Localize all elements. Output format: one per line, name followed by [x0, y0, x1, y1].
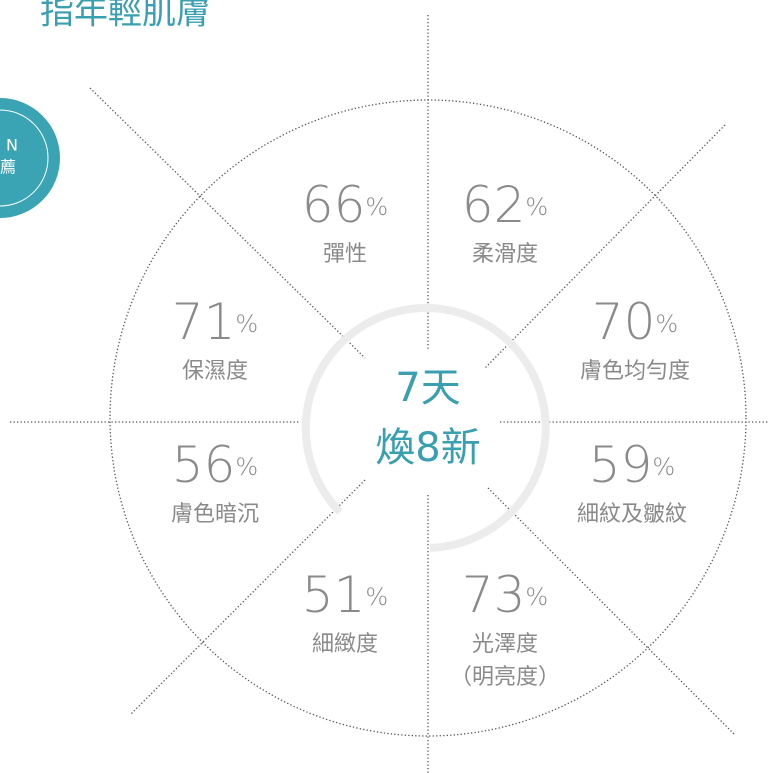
segment-label: 細緻度 [312, 632, 378, 657]
segment-label: 柔滑度 [472, 242, 538, 267]
segment-value: 70% [592, 293, 678, 351]
unit: % [525, 193, 548, 221]
segment-label: 細紋及皺紋 [577, 502, 687, 527]
divider [129, 479, 366, 716]
value: 73 [462, 566, 526, 624]
segment-value: 51% [302, 566, 388, 624]
value: 51 [302, 566, 366, 624]
unit: % [652, 453, 675, 481]
unit: % [365, 583, 388, 611]
unit: % [235, 310, 258, 338]
segment-label: 光澤度 [472, 632, 538, 657]
segment-value: 73% [462, 566, 548, 624]
unit: % [655, 310, 678, 338]
segment-label: 膚色均勻度 [580, 359, 690, 384]
center-text: 煥8新 [375, 425, 480, 471]
segments: 66% 彈性 62% 柔滑度 71% 保濕度 70% 膚色均勻度 56% 膚色暗沉 59% 細紋及皺紋… [171, 176, 690, 691]
divider [484, 124, 726, 369]
badge-ring [0, 109, 49, 207]
center-ring [301, 304, 550, 552]
segment-value: 56% [172, 436, 258, 494]
segment-value: 71% [172, 293, 258, 351]
segment-value: 59% [589, 436, 675, 494]
segment-label: 保濕度 [182, 359, 248, 384]
badge-text: N [6, 136, 18, 155]
badge-shape [0, 98, 60, 218]
segment-sublabel: （明亮度） [450, 665, 560, 690]
value: 66 [302, 176, 366, 234]
segment-value: 62% [462, 176, 548, 234]
value: 70 [592, 293, 656, 351]
unit: % [525, 583, 548, 611]
value: 56 [172, 436, 236, 494]
outer-circle [109, 99, 747, 737]
value: 71 [172, 293, 236, 351]
badge-text: 薦 [0, 158, 16, 177]
segment-value: 66% [302, 176, 388, 234]
value: 62 [462, 176, 526, 234]
unit: % [235, 453, 258, 481]
badge: N 薦 [0, 98, 60, 218]
unit: % [365, 193, 388, 221]
value: 59 [589, 436, 653, 494]
center-text: 7天 [395, 365, 460, 411]
segment-label: 彈性 [323, 242, 367, 267]
divider [487, 487, 736, 736]
divider [89, 87, 366, 359]
segment-label: 膚色暗沉 [171, 502, 259, 527]
headline: 指年輕肌膚 [40, 0, 210, 33]
